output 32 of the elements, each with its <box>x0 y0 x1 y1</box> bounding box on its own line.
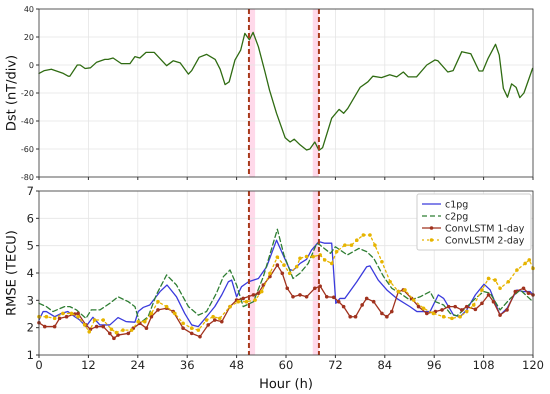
y-tick-label: 0 <box>28 60 34 70</box>
y-tick-label: 1 <box>26 348 34 362</box>
legend-label: c1pg <box>445 200 468 210</box>
x-axis-title: Hour (h) <box>259 377 313 392</box>
legend-label: ConvLSTM 2-day <box>445 236 525 246</box>
x-tick-label: 84 <box>377 358 392 372</box>
x-tick-label: 48 <box>229 358 244 372</box>
x-tick-label: 36 <box>180 358 195 372</box>
y-axis-title: Dst (nT/div) <box>4 54 20 132</box>
legend-label: ConvLSTM 1-day <box>445 224 525 234</box>
x-tick-label: 60 <box>278 358 294 372</box>
x-tick-label: 96 <box>426 358 442 372</box>
y-tick-label: 4 <box>26 266 34 280</box>
x-tick-label: 108 <box>472 358 495 372</box>
y-tick-label: 20 <box>24 32 34 42</box>
x-tick-label: 120 <box>522 358 544 372</box>
x-tick-label: 12 <box>81 358 96 372</box>
y-tick-label: -80 <box>20 172 34 182</box>
y-axis-title: RMSE (TECU) <box>4 230 20 316</box>
y-tick-label: 6 <box>26 211 34 226</box>
y-tick-label: 2 <box>26 320 34 335</box>
y-tick-label: 3 <box>26 293 34 308</box>
x-tick-label: 72 <box>328 358 343 372</box>
legend-label: c2pg <box>445 212 468 222</box>
y-tick-label: 5 <box>26 238 34 253</box>
y-tick-label: 7 <box>26 184 34 198</box>
x-tick-label: 24 <box>130 358 146 372</box>
x-tick-label: 0 <box>35 358 43 372</box>
y-tick-label: -20 <box>20 88 34 98</box>
y-tick-label: 40 <box>24 4 34 14</box>
y-tick-label: -60 <box>20 144 34 154</box>
y-tick-label: -40 <box>20 116 34 126</box>
